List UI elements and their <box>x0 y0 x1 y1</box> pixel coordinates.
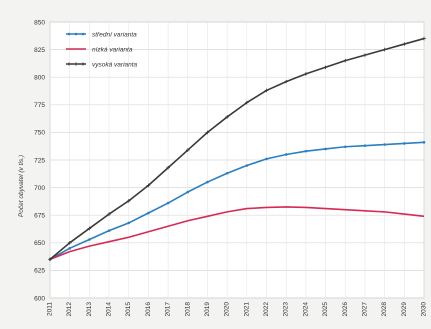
y-tick-label: 625 <box>34 268 45 275</box>
series-point-2 <box>48 257 52 262</box>
legend-marker-0 <box>81 32 85 36</box>
y-axis-label: Počet obyvatel (v tis.) <box>18 155 25 217</box>
x-tick-label: 2019 <box>204 302 211 317</box>
series-point-0 <box>166 201 170 205</box>
legend-label-1: nízká varianta <box>92 46 133 53</box>
y-tick-label: 725 <box>34 157 45 164</box>
y-tick-label: 675 <box>34 213 45 220</box>
series-point-0 <box>245 164 249 167</box>
x-tick-label: 2028 <box>381 302 388 317</box>
x-tick-label: 2016 <box>145 302 152 317</box>
x-tick-label: 2017 <box>165 302 172 317</box>
y-tick-label: 750 <box>34 130 45 137</box>
series-point-0 <box>147 211 150 215</box>
x-tick-label: 2025 <box>322 302 329 317</box>
legend-marker-0 <box>67 32 71 36</box>
y-tick-label: 700 <box>34 185 45 192</box>
x-tick-label: 2011 <box>47 302 54 316</box>
y-tick-label: 600 <box>34 295 45 302</box>
y-tick-label: 775 <box>34 102 45 109</box>
x-tick-label: 2013 <box>86 302 93 317</box>
series-point-0 <box>343 145 347 149</box>
x-tick-label: 2029 <box>401 302 408 317</box>
series-line-1 <box>49 206 425 261</box>
series-point-0 <box>265 157 268 161</box>
x-tick-label: 2014 <box>106 302 113 317</box>
series-point-0 <box>422 141 426 144</box>
series-point-0 <box>88 238 91 241</box>
series-point-0 <box>363 144 367 147</box>
y-tick-label: 825 <box>34 47 45 54</box>
series-point-2 <box>67 241 72 245</box>
x-tick-label: 2022 <box>263 302 270 317</box>
series-line-0 <box>49 141 425 261</box>
x-tick-label: 2024 <box>302 302 309 317</box>
series-layer <box>48 36 426 262</box>
series-point-0 <box>127 221 131 225</box>
legend: střední varianta nízká varianta vysoká var… <box>66 31 138 68</box>
series-point-0 <box>284 153 288 156</box>
series-point-2 <box>205 130 210 135</box>
legend-marker-2 <box>81 62 85 66</box>
series-point-0 <box>383 143 386 146</box>
series-point-2 <box>107 212 111 216</box>
series-point-0 <box>206 180 209 184</box>
x-tick-label: 2027 <box>361 302 368 317</box>
series-point-2 <box>185 148 190 152</box>
y-tick-labels: 600 625 650 675 700 725 750 775 800 825 850 <box>34 19 45 302</box>
y-tick-label: 850 <box>34 19 45 26</box>
legend-marker-0 <box>74 32 78 36</box>
x-tick-label: 2030 <box>421 302 428 317</box>
series-point-0 <box>68 247 71 250</box>
series-point-2 <box>225 115 229 119</box>
x-tick-label: 2023 <box>283 302 290 317</box>
series-point-2 <box>382 47 387 52</box>
series-point-0 <box>403 142 406 145</box>
y-tick-label: 800 <box>34 75 45 82</box>
series-point-2 <box>304 72 308 76</box>
gridlines <box>49 21 425 299</box>
legend-marker-2 <box>67 62 71 66</box>
legend-marker-2 <box>74 62 78 66</box>
series-line-2 <box>49 37 425 260</box>
x-tick-labels: 2011 2012 2013 2014 2015 2016 2017 2018 2019 2020… <box>47 302 428 317</box>
x-tick-label: 2026 <box>342 302 349 317</box>
series-point-0 <box>304 149 308 153</box>
x-tick-label: 2018 <box>184 302 191 317</box>
series-point-2 <box>323 65 328 70</box>
series-point-2 <box>343 58 348 63</box>
x-tick-label: 2015 <box>125 302 132 317</box>
y-tick-label: 650 <box>34 240 45 247</box>
legend-label-2: vysoká varianta <box>92 61 138 68</box>
series-point-2 <box>422 36 426 41</box>
x-tick-label: 2012 <box>66 302 73 317</box>
series-point-0 <box>107 229 111 232</box>
x-tick-label: 2020 <box>224 302 231 317</box>
series-point-2 <box>166 165 170 170</box>
series-point-0 <box>324 147 327 151</box>
series-point-2 <box>363 53 367 57</box>
series-point-2 <box>284 79 289 84</box>
series-point-2 <box>245 100 249 105</box>
series-point-2 <box>146 183 151 188</box>
series-point-0 <box>225 171 229 175</box>
x-tick-label: 2021 <box>243 302 250 317</box>
series-point-0 <box>186 190 190 194</box>
legend-label-0: střední varianta <box>92 31 137 38</box>
series-point-2 <box>87 226 92 231</box>
series-point-2 <box>402 42 407 46</box>
series-point-2 <box>126 199 131 203</box>
series-point-2 <box>264 88 269 93</box>
